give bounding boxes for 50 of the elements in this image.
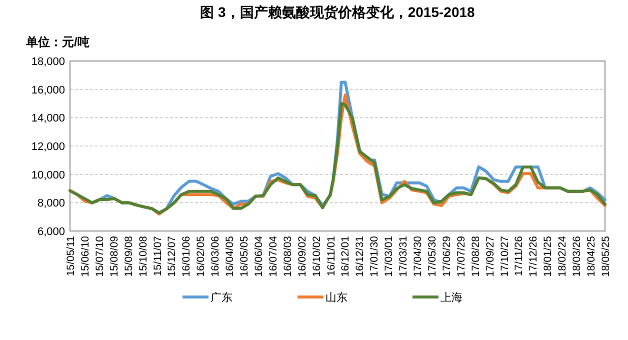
x-tick-label: 16/10/02	[310, 236, 323, 277]
legend-label: 山东	[326, 291, 348, 304]
x-tick-label: 17/12/26	[528, 236, 540, 277]
x-tick-label: 17/03/31	[398, 236, 410, 277]
x-tick-label: 16/07/04	[267, 236, 280, 277]
y-tick-label: 18,000	[31, 56, 65, 68]
x-tick-label: 15/11/07	[152, 236, 164, 276]
x-tick-label: 18/01/25	[542, 236, 554, 277]
x-tick-label: 17/06/29	[440, 236, 453, 277]
x-tick-label: 16/12/01	[340, 236, 352, 277]
x-tick-label: 18/04/25	[586, 236, 598, 277]
y-tick-label: 14,000	[31, 112, 65, 125]
x-tick-label: 15/10/08	[137, 236, 150, 277]
x-tick-label: 15/05/11	[65, 236, 77, 276]
x-tick-label: 17/08/28	[470, 236, 482, 277]
x-tick-label: 16/04/05	[224, 236, 236, 277]
y-tick-label: 16,000	[31, 84, 65, 96]
x-tick-label: 16/09/02	[296, 236, 308, 277]
x-tick-label: 17/11/26	[513, 236, 526, 276]
x-tick-label: 18/03/26	[571, 236, 584, 277]
legend-label: 上海	[440, 291, 462, 304]
x-tick-label: 15/06/10	[79, 236, 92, 277]
x-tick-label: 16/06/04	[252, 236, 265, 277]
x-tick-label: 17/01/30	[368, 236, 381, 277]
x-tick-label: 17/04/30	[412, 236, 424, 277]
x-tick-label: 16/11/01	[325, 236, 338, 276]
x-tick-label: 16/02/05	[195, 236, 208, 277]
x-tick-label: 16/08/03	[282, 236, 294, 277]
x-tick-label: 15/12/07	[166, 236, 178, 277]
chart-title: 图 3，国产赖氨酸现货价格变化，2015-2018	[200, 4, 476, 20]
x-tick-label: 18/05/25	[600, 236, 612, 277]
x-tick-label: 17/07/29	[455, 236, 468, 277]
x-tick-label: 15/09/08	[122, 236, 135, 277]
y-tick-label: 12,000	[31, 141, 65, 153]
x-tick-label: 16/03/06	[210, 236, 222, 277]
x-tick-label: 17/05/30	[426, 236, 438, 277]
x-tick-label: 16/05/05	[238, 236, 251, 277]
y-tick-label: 10,000	[31, 169, 65, 182]
x-tick-label: 16/01/06	[180, 236, 193, 277]
x-tick-label: 17/10/27	[498, 236, 511, 277]
x-tick-label: 16/12/31	[354, 236, 366, 277]
x-tick-label: 15/07/10	[94, 236, 106, 277]
x-tick-label: 15/08/09	[108, 236, 120, 277]
x-tick-label: 17/09/27	[484, 236, 496, 277]
y-tick-label: 8,000	[37, 198, 65, 210]
x-tick-label: 17/03/01	[383, 236, 396, 277]
legend-label: 广东	[210, 291, 232, 304]
x-tick-label: 18/02/24	[556, 236, 569, 277]
y-axis-title: 单位：元/吨	[25, 35, 90, 49]
y-tick-label: 6,000	[37, 226, 65, 238]
